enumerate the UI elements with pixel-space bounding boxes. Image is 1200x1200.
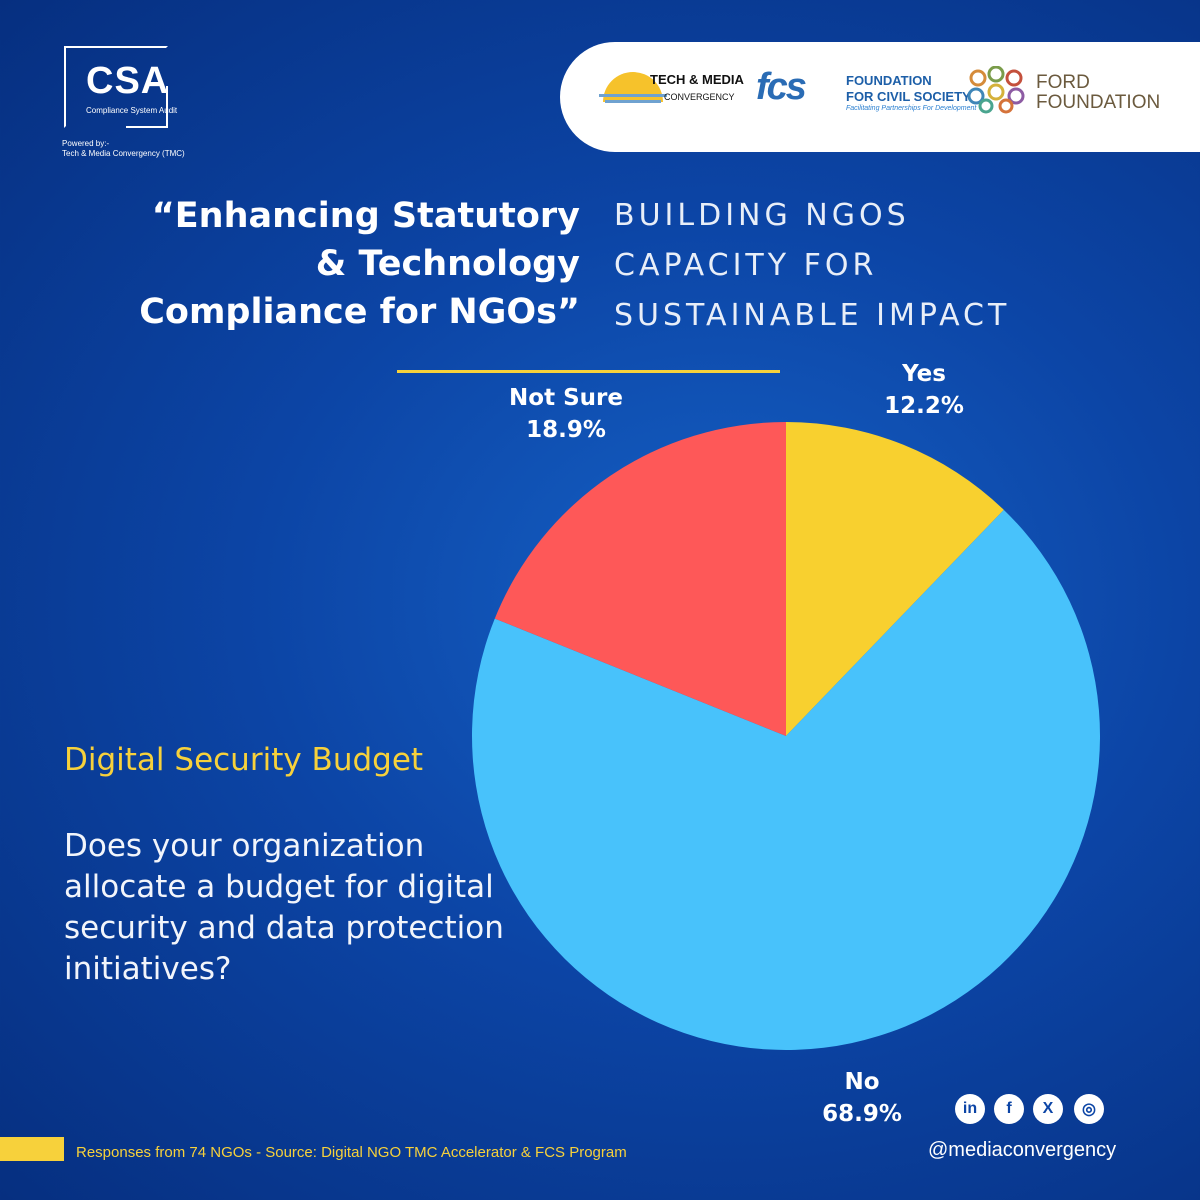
- pie-label-yes: Yes 12.2%: [824, 358, 1024, 422]
- source-note: Responses from 74 NGOs - Source: Digital…: [76, 1144, 627, 1161]
- fcs-logo-tagline: Facilitating Partnerships For Developmen…: [846, 105, 977, 112]
- csa-logo: CSA: [86, 60, 170, 102]
- tagline-line3: SUSTAINABLE IMPACT: [614, 298, 1011, 333]
- partner-logos-panel: [560, 42, 1200, 152]
- tmc-logo-sub: CONVERGENCY: [664, 92, 735, 102]
- pie-label-not-sure: Not Sure 18.9%: [466, 382, 666, 446]
- fcs-logo-name2: FOR CIVIL SOCIETY: [846, 89, 971, 104]
- powered-by-line1: Powered by:-: [62, 139, 110, 148]
- tagline-line1: BUILDING NGOS: [614, 198, 910, 233]
- pie-slice-not-sure: [494, 422, 786, 736]
- ford-logo-name1: FORD: [1036, 72, 1090, 93]
- linkedin-icon[interactable]: in: [955, 1094, 985, 1124]
- ford-logo-name2: FOUNDATION: [1036, 92, 1161, 113]
- powered-by: Powered by:- Tech & Media Convergency (T…: [62, 139, 185, 159]
- headline-line3: Compliance for NGOs”: [139, 292, 580, 332]
- tmc-logo-name: TECH & MEDIA: [650, 72, 744, 87]
- csa-logo-subtitle: Compliance System Audit: [86, 106, 178, 115]
- powered-by-line2: Tech & Media Convergency (TMC): [62, 149, 185, 158]
- x-icon[interactable]: X: [1033, 1094, 1063, 1124]
- facebook-icon[interactable]: f: [994, 1094, 1024, 1124]
- pie-label-yes-name: Yes: [902, 361, 946, 387]
- footer-accent-bar: [0, 1137, 64, 1161]
- headline-divider: [397, 370, 780, 373]
- question-title: Digital Security Budget: [64, 742, 424, 778]
- pie-label-not-sure-name: Not Sure: [509, 385, 623, 411]
- question-text: Does your organization allocate a budget…: [64, 828, 504, 987]
- pie-label-not-sure-value: 18.9%: [526, 417, 606, 443]
- headline-line1: “Enhancing Statutory: [151, 196, 580, 236]
- fcs-logo-mark: fcs: [756, 66, 807, 108]
- instagram-icon[interactable]: ◎: [1074, 1094, 1104, 1124]
- csa-logo-frame: [64, 46, 168, 128]
- pie-label-no: No 68.9%: [762, 1066, 962, 1130]
- tagline-line2: CAPACITY FOR: [614, 248, 878, 283]
- pie-slice-yes: [786, 422, 1004, 736]
- pie-slice-no: [471, 509, 1100, 1050]
- pie-label-yes-value: 12.2%: [884, 393, 964, 419]
- pie-label-no-value: 68.9%: [822, 1101, 902, 1127]
- pie-label-no-name: No: [844, 1069, 880, 1095]
- ford-foundation-logo-icon: [967, 66, 1025, 114]
- headline-line2: & Technology: [315, 244, 580, 284]
- social-handle[interactable]: @mediaconvergency: [928, 1139, 1117, 1161]
- fcs-logo-name1: FOUNDATION: [846, 73, 932, 88]
